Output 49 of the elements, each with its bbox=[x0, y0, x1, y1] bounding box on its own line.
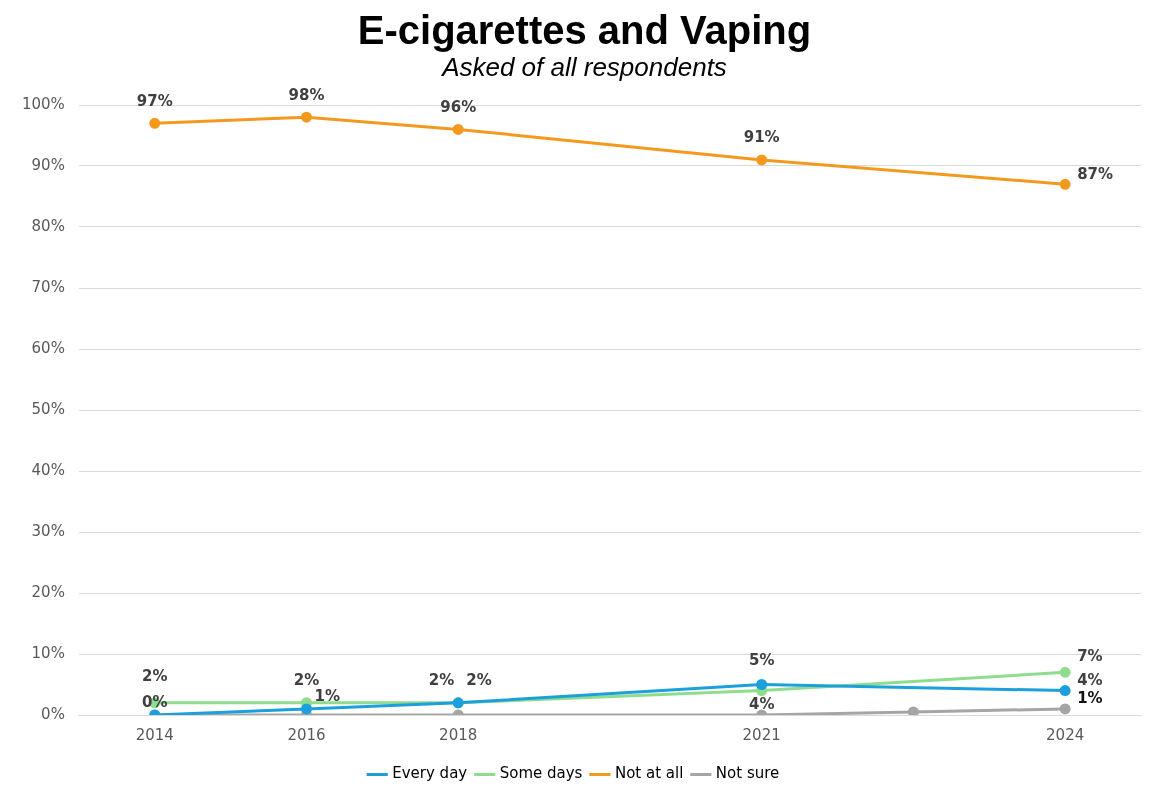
data-label: 96% bbox=[440, 97, 477, 116]
point bbox=[149, 117, 161, 129]
chart-title: E-cigarettes and Vaping bbox=[356, 8, 813, 52]
y-tick-label: 90% bbox=[31, 155, 65, 174]
y-tick-label: 50% bbox=[31, 399, 65, 418]
data-label: 91% bbox=[743, 128, 780, 147]
point bbox=[1059, 703, 1071, 715]
x-tick-label: 2014 bbox=[135, 725, 174, 744]
data-label: 7% bbox=[1077, 646, 1103, 665]
point bbox=[756, 154, 768, 166]
data-label: 2% bbox=[293, 671, 320, 690]
legend-label: Some days bbox=[499, 764, 583, 783]
data-label: 4% bbox=[748, 694, 775, 713]
point bbox=[452, 123, 464, 135]
point bbox=[1059, 685, 1071, 697]
data-label: 98% bbox=[288, 85, 325, 104]
x-tick-label: 2018 bbox=[439, 725, 478, 744]
point bbox=[1059, 178, 1071, 190]
data-label: 2% bbox=[428, 671, 455, 690]
x-tick-label: 2021 bbox=[742, 725, 781, 744]
y-tick-label: 60% bbox=[31, 338, 65, 357]
y-tick-label: 10% bbox=[31, 643, 65, 662]
data-label: 87% bbox=[1077, 164, 1114, 183]
point bbox=[756, 679, 768, 690]
y-tick-label: 0% bbox=[41, 704, 65, 723]
y-tick-label: 100% bbox=[21, 94, 65, 113]
point bbox=[1059, 666, 1071, 678]
y-tick-label: 20% bbox=[31, 582, 65, 601]
data-label: 1% bbox=[314, 687, 340, 706]
x-tick-label: 2016 bbox=[287, 725, 326, 744]
point bbox=[907, 706, 919, 715]
y-tick-label: 30% bbox=[31, 521, 65, 540]
x-tick-label: 2024 bbox=[1046, 725, 1085, 744]
y-tick-label: 40% bbox=[31, 460, 65, 479]
data-label: 5% bbox=[748, 650, 775, 669]
legend-label: Not at all bbox=[614, 764, 684, 783]
y-tick-label: 80% bbox=[31, 216, 65, 235]
point bbox=[300, 111, 312, 123]
data-label: 1% bbox=[1077, 689, 1103, 708]
data-label: 2% bbox=[142, 667, 168, 686]
data-label: 97% bbox=[136, 91, 173, 110]
data-label: 0% bbox=[142, 693, 168, 712]
data-label: 2% bbox=[466, 671, 492, 690]
data-label: 4% bbox=[1077, 670, 1103, 689]
chart-subtitle: Asked of all respondents bbox=[440, 52, 728, 82]
legend-label: Not sure bbox=[715, 764, 780, 783]
point bbox=[300, 703, 312, 715]
y-tick-label: 70% bbox=[31, 277, 65, 296]
legend-label: Every day bbox=[392, 764, 468, 783]
